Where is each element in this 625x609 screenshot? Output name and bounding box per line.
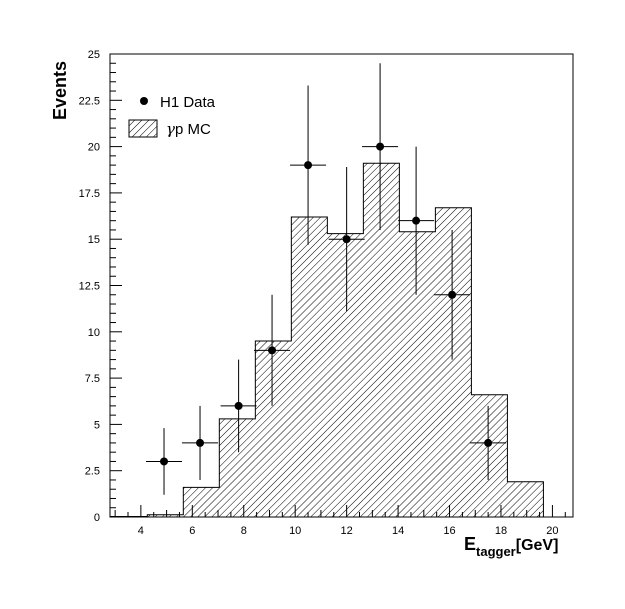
x-tick-label: 4 (138, 525, 144, 537)
data-point (220, 359, 257, 453)
y-tick-label: 10 (88, 327, 100, 339)
y-tick-label: 25 (88, 49, 100, 61)
y-tick-label: 22.5 (79, 95, 100, 107)
legend-label-mc-gamma: γ (166, 120, 175, 138)
data-point (434, 229, 471, 360)
data-point (470, 405, 507, 480)
x-axis-title-sub: tagger (476, 544, 516, 559)
y-axis: 0 2.5 5 7.5 10 12.5 15 17.5 20 22.5 25 (79, 49, 122, 524)
y-tick-label: 20 (88, 142, 100, 154)
y-tick-label: 5 (94, 419, 100, 431)
legend-marker-mc (128, 119, 158, 138)
data-point (290, 85, 327, 245)
x-tick-label: 8 (241, 525, 247, 537)
data-marker (304, 161, 313, 170)
y-tick-label: 12.5 (79, 281, 100, 293)
mc-bin (399, 231, 436, 518)
y-tick-label: 7.5 (85, 373, 100, 385)
y-tick-label: 17.5 (79, 188, 100, 200)
data-point (362, 63, 399, 230)
data-point (398, 146, 435, 295)
data-point (182, 405, 219, 480)
mc-bin (327, 233, 364, 518)
x-axis-title-main: E (464, 534, 476, 554)
legend-marker-data (140, 97, 148, 105)
data-marker (196, 438, 205, 447)
x-tick-label: 14 (392, 525, 404, 537)
mc-bin (363, 163, 400, 517)
data-marker (412, 216, 421, 225)
x-axis: 4 6 8 10 12 14 16 18 20 (114, 505, 566, 537)
data-points (146, 63, 507, 495)
x-tick-label: 16 (443, 525, 455, 537)
mc-outline (109, 162, 544, 517)
y-tick-label: 15 (88, 234, 100, 246)
data-marker (268, 346, 277, 355)
mc-bin (471, 394, 508, 517)
x-tick-label: 12 (341, 525, 353, 537)
data-marker (376, 142, 385, 151)
mc-bin (435, 207, 472, 517)
legend: H1 Data γp MC (128, 94, 216, 138)
legend-label-mc-rest: p MC (175, 121, 211, 138)
data-marker (342, 235, 351, 244)
mc-bin (507, 481, 544, 517)
y-tick-label: 2.5 (85, 466, 100, 478)
legend-label-mc: γp MC (166, 120, 211, 138)
data-marker (448, 290, 457, 299)
mc-bin (147, 514, 184, 517)
y-tick-label: 0 (94, 512, 100, 524)
mc-histogram (109, 162, 544, 518)
x-axis-title-unit: [GeV] (516, 537, 559, 554)
mc-bin (291, 216, 328, 517)
y-axis-title: Events (50, 61, 70, 120)
data-point (254, 294, 291, 406)
x-tick-label: 18 (495, 525, 507, 537)
legend-label-data: H1 Data (160, 94, 216, 111)
data-marker (160, 457, 169, 466)
mc-bin (219, 418, 256, 517)
mc-bin (255, 341, 292, 517)
data-marker (484, 438, 493, 447)
x-tick-label: 10 (289, 525, 301, 537)
data-point (328, 166, 365, 312)
x-axis-title: Etagger[GeV] (464, 534, 558, 559)
data-marker (234, 401, 243, 410)
mc-bin (183, 487, 220, 517)
x-tick-label: 6 (189, 525, 195, 537)
data-point (146, 428, 183, 495)
x-tick-label: 20 (546, 525, 558, 537)
